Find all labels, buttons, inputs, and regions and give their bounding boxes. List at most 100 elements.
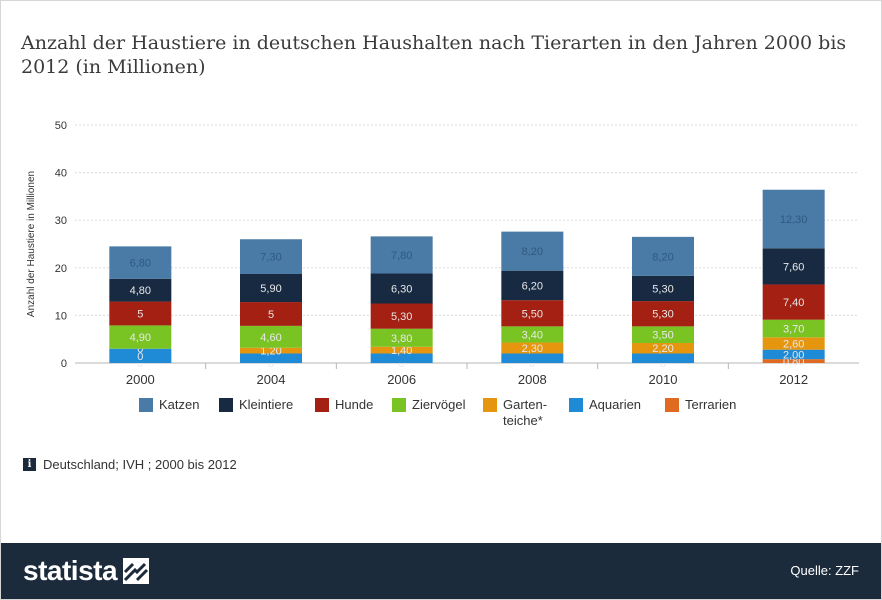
- bar-value-label: 5: [268, 309, 274, 321]
- source-credit: Quelle: ZZF: [790, 563, 859, 578]
- bar-value-label: 12,30: [780, 214, 808, 226]
- bar-segment: [501, 231, 564, 271]
- bar-value-label: 0: [137, 351, 143, 363]
- bar-segment: [109, 278, 172, 302]
- legend-item[interactable]: Ziervögel: [392, 397, 465, 413]
- bar-segment: [240, 325, 302, 348]
- legend-label: Kleintiere: [239, 397, 294, 412]
- legend-swatch: [569, 398, 583, 412]
- bar-value-label: 7,30: [260, 252, 281, 264]
- bar-value-label: 4,80: [130, 285, 151, 297]
- bar-segment: [240, 273, 302, 303]
- bar-value-label: 7,40: [783, 297, 804, 309]
- x-tick-label: 2012: [779, 372, 808, 387]
- bar-segment: [370, 346, 433, 354]
- bar-segment: [762, 349, 825, 360]
- bar-segment: [501, 300, 564, 327]
- bar-segment: [632, 326, 694, 344]
- bar-segment: [501, 342, 564, 354]
- x-tick-label: 2008: [518, 372, 547, 387]
- bar-value-label: 0: [660, 358, 666, 370]
- chart-title: Anzahl der Haustiere in deutschen Hausha…: [21, 32, 847, 78]
- bar-segment: [370, 353, 433, 363]
- footer-bar: statista Quelle: ZZF: [1, 543, 881, 599]
- x-tick-label: 2000: [126, 372, 155, 387]
- bar-value-label: 2,20: [652, 343, 673, 355]
- bar-segment: [370, 303, 433, 329]
- y-tick-label: 50: [55, 120, 67, 132]
- bar-value-label: 6,30: [391, 284, 412, 296]
- legend-item[interactable]: Hunde: [315, 397, 373, 413]
- bar-value-label: 0: [268, 358, 274, 370]
- y-tick-label: 20: [55, 263, 67, 275]
- legend-item[interactable]: Aquarien: [569, 397, 641, 413]
- legend-item[interactable]: Kleintiere: [219, 397, 293, 413]
- bar-value-label: 5,30: [391, 311, 412, 323]
- bar-segment: [109, 246, 172, 279]
- bar-segment: [762, 284, 825, 320]
- legend-label: Garten-teiche*: [503, 397, 548, 428]
- legend-item[interactable]: Terrarien: [665, 397, 736, 413]
- bar-segment: [501, 270, 564, 301]
- bar-segment: [240, 302, 302, 326]
- legend-swatch: [219, 398, 233, 412]
- legend-label: Terrarien: [685, 397, 737, 412]
- bar-segment: [762, 337, 825, 350]
- statista-logo[interactable]: statista: [23, 555, 150, 587]
- bar-value-label: 1,20: [260, 346, 281, 358]
- bar-value-label: 5,90: [260, 283, 281, 295]
- bar-segment: [240, 347, 302, 354]
- bar-segment: [240, 239, 302, 274]
- bar-value-label: 6,80: [130, 258, 151, 270]
- bar-value-label: 0: [137, 344, 143, 356]
- source-note: i Deutschland; IVH ; 2000 bis 2012: [23, 457, 237, 472]
- bar-value-label: 0: [137, 358, 143, 370]
- bar-value-label: 2,60: [783, 338, 804, 350]
- bar-segment: [109, 301, 172, 326]
- legend-label: Katzen: [159, 397, 200, 412]
- bar-value-label: 5,50: [522, 308, 543, 320]
- legend-label: Aquarien: [589, 397, 642, 412]
- bar-value-label: 0: [529, 358, 535, 370]
- bar-segment: [501, 326, 564, 343]
- y-tick-label: 30: [55, 215, 67, 227]
- bar-segment: [109, 325, 172, 349]
- bar-value-label: 8,20: [522, 246, 543, 258]
- y-axis-label: Anzahl der Haustiere in Millionen: [26, 171, 37, 317]
- chart-legend: Katzen Kleintiere Hunde Ziervögel Garten-tei…: [139, 397, 839, 437]
- x-tick-label: 2006: [387, 372, 416, 387]
- bar-segment: [370, 328, 433, 347]
- bar-value-label: 3,70: [783, 323, 804, 335]
- bar-segment: [240, 353, 302, 363]
- bar-value-label: 8,20: [652, 251, 673, 263]
- bar-value-label: 7,60: [783, 261, 804, 273]
- legend-item[interactable]: Garten-teiche*: [483, 397, 547, 429]
- bar-value-label: 2,00: [783, 349, 804, 361]
- bar-segment: [632, 236, 694, 276]
- x-tick-label: 2004: [257, 372, 286, 387]
- y-tick-label: 10: [55, 310, 67, 322]
- bar-value-label: 0: [399, 358, 405, 370]
- bar-segment: [762, 319, 825, 338]
- bar-segment: [632, 301, 694, 327]
- statista-logo-icon: [123, 558, 150, 584]
- bar-value-label: 3,40: [522, 329, 543, 341]
- bar-segment: [632, 353, 694, 363]
- bar-value-label: 5: [137, 308, 143, 320]
- bar-value-label: 5,30: [652, 284, 673, 296]
- legend-swatch: [392, 398, 406, 412]
- x-tick-label: 2010: [649, 372, 678, 387]
- bar-segment: [762, 189, 825, 249]
- y-tick-label: 0: [61, 358, 67, 370]
- legend-swatch: [483, 398, 497, 412]
- source-text: Deutschland; IVH ; 2000 bis 2012: [43, 457, 237, 472]
- legend-item[interactable]: Katzen: [139, 397, 199, 413]
- bar-value-label: 6,20: [522, 280, 543, 292]
- legend-swatch: [139, 398, 153, 412]
- bar-segment: [632, 343, 694, 354]
- y-tick-label: 40: [55, 168, 67, 180]
- info-icon[interactable]: i: [23, 458, 36, 471]
- brand-name: statista: [23, 555, 118, 586]
